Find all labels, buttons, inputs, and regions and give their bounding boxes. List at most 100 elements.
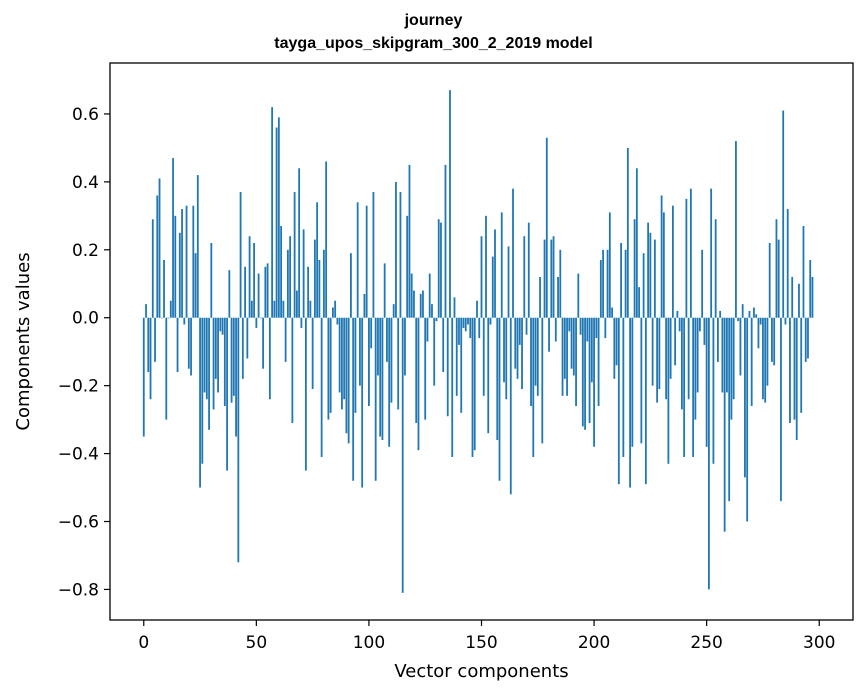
bar-17 — [181, 209, 183, 318]
y-tick-label-0: −0.8 — [58, 580, 99, 600]
bar-25 — [199, 317, 201, 488]
bar-38 — [228, 270, 231, 318]
bar-110 — [390, 317, 393, 403]
bar-159 — [500, 212, 503, 318]
bar-193 — [577, 273, 580, 318]
bar-163 — [509, 317, 512, 495]
bar-105 — [379, 317, 382, 437]
bar-23 — [194, 253, 197, 318]
bar-36 — [223, 317, 226, 407]
bar-247 — [699, 317, 701, 332]
bar-15 — [176, 317, 179, 373]
bar-242 — [687, 317, 690, 400]
bar-249 — [703, 317, 706, 345]
bar-44 — [241, 317, 244, 379]
bar-64 — [286, 249, 289, 318]
bar-47 — [248, 236, 251, 318]
bar-90 — [345, 317, 348, 434]
bar-148 — [476, 300, 478, 318]
bar-99 — [365, 205, 368, 318]
x-tick-label-3: 150 — [465, 633, 497, 653]
bar-208 — [611, 307, 613, 318]
bar-256 — [719, 310, 722, 318]
bar-212 — [620, 243, 622, 318]
bar-194 — [579, 317, 582, 335]
bar-53 — [262, 317, 264, 369]
bar-126 — [426, 317, 429, 342]
bar-272 — [755, 314, 758, 318]
bar-4 — [151, 219, 154, 318]
bar-122 — [417, 317, 420, 451]
bar-73 — [307, 266, 310, 318]
bar-59 — [275, 127, 278, 318]
bar-86 — [336, 317, 339, 325]
bar-205 — [604, 317, 607, 339]
bar-109 — [388, 317, 391, 447]
bar-62 — [282, 300, 285, 318]
bar-259 — [726, 317, 728, 393]
bar-292 — [800, 317, 803, 413]
bar-261 — [730, 317, 733, 420]
bar-245 — [694, 317, 697, 420]
bar-125 — [424, 317, 427, 420]
bar-270 — [750, 317, 753, 407]
bar-129 — [433, 317, 436, 386]
bar-182 — [552, 236, 555, 318]
bar-267 — [744, 317, 746, 478]
x-axis-label: Vector components — [394, 661, 568, 682]
bar-77 — [316, 202, 319, 318]
bar-169 — [523, 236, 526, 318]
bar-104 — [377, 317, 379, 376]
bar-274 — [759, 317, 762, 325]
bar-80 — [322, 249, 325, 318]
chart-title-line-2: tayga_upos_skipgram_300_2_2019 model — [274, 35, 593, 52]
bar-138 — [453, 297, 456, 318]
bar-146 — [471, 317, 474, 457]
bar-1 — [145, 304, 147, 318]
bar-244 — [692, 317, 695, 457]
bar-192 — [575, 317, 577, 407]
bar-196 — [584, 317, 586, 430]
bar-40 — [232, 317, 235, 396]
bar-154 — [489, 317, 492, 325]
bar-224 — [647, 222, 650, 318]
bar-29 — [208, 317, 210, 430]
bar-250 — [705, 317, 708, 447]
bar-30 — [210, 243, 213, 318]
bar-179 — [545, 137, 548, 318]
bar-293 — [802, 226, 805, 318]
bar-183 — [554, 317, 557, 342]
bar-167 — [518, 317, 521, 345]
bar-108 — [386, 317, 388, 362]
bar-136 — [449, 90, 451, 318]
bar-207 — [608, 212, 611, 318]
bar-190 — [570, 317, 573, 369]
bar-219 — [635, 168, 638, 318]
bar-57 — [271, 107, 274, 318]
bar-79 — [320, 317, 323, 457]
bar-82 — [327, 317, 330, 420]
bar-225 — [649, 232, 652, 318]
bar-133 — [442, 317, 445, 373]
bar-152 — [485, 215, 487, 318]
bar-180 — [548, 317, 550, 352]
bar-228 — [656, 317, 659, 403]
bar-241 — [685, 198, 688, 318]
bar-238 — [678, 317, 681, 332]
bar-10 — [165, 317, 168, 420]
bar-6 — [156, 195, 159, 318]
bar-60 — [277, 117, 280, 318]
bar-65 — [289, 236, 292, 318]
bar-277 — [766, 317, 769, 386]
bar-131 — [437, 219, 440, 318]
bar-93 — [352, 317, 355, 481]
bar-197 — [586, 317, 589, 342]
bar-156 — [494, 229, 496, 318]
bar-243 — [689, 188, 692, 318]
bar-209 — [613, 317, 616, 379]
bar-27 — [203, 317, 206, 393]
x-axis-ticks: 0 50 100 150 200 250 300 — [138, 620, 835, 653]
bar-124 — [422, 290, 424, 318]
bar-78 — [318, 259, 321, 318]
